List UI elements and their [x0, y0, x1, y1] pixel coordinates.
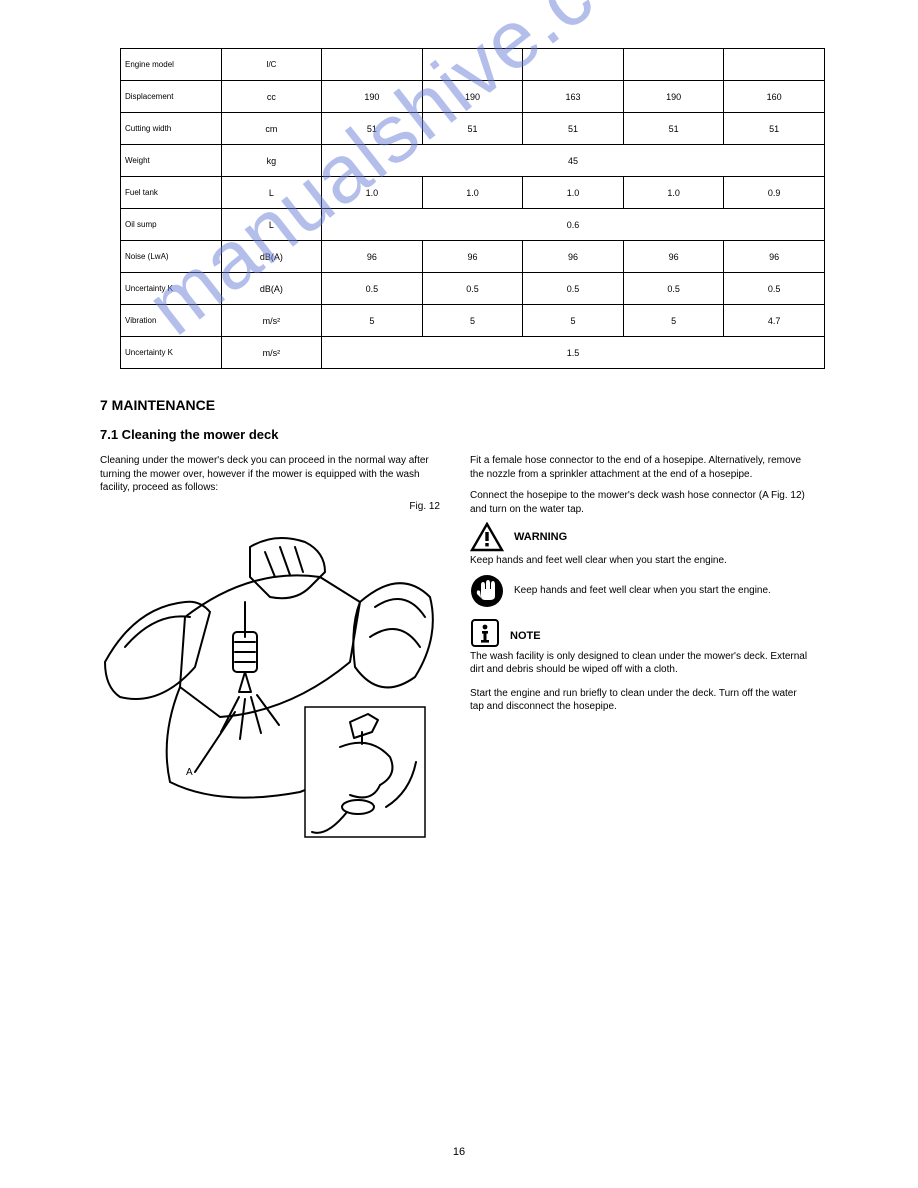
cell: 1.0 — [422, 177, 523, 209]
glove-row: Keep hands and feet well clear when you … — [470, 574, 810, 608]
cell: 5 — [322, 305, 423, 337]
cell: 1.0 — [623, 177, 724, 209]
cell: 5 — [523, 305, 624, 337]
cell: 4.7 — [724, 305, 825, 337]
step-2: Connect the hosepipe to the mower's deck… — [470, 489, 810, 516]
cell: L — [221, 177, 322, 209]
table-row: Weight kg 45 — [121, 145, 825, 177]
cell: 0.9 — [724, 177, 825, 209]
table-row: Engine model I/C — [121, 49, 825, 81]
mower-deck-illustration-icon — [100, 507, 440, 847]
cell — [523, 49, 624, 81]
cell: I/C — [221, 49, 322, 81]
cell: Engine model — [121, 49, 222, 81]
cell: 0.5 — [523, 273, 624, 305]
cell — [322, 49, 423, 81]
cell: 0.5 — [623, 273, 724, 305]
cell: 5 — [623, 305, 724, 337]
note-label: NOTE — [510, 629, 541, 644]
figure-tag: Fig. 12 — [409, 501, 440, 512]
cell: 1.5 — [322, 337, 825, 369]
step-3: Start the engine and run briefly to clea… — [470, 687, 810, 714]
table-row: Noise (LwA) dB(A) 96 96 96 96 96 — [121, 241, 825, 273]
cell: cc — [221, 81, 322, 113]
cell: Noise (LwA) — [121, 241, 222, 273]
cell: 0.5 — [322, 273, 423, 305]
page-number: 16 — [0, 1146, 918, 1158]
table-row: Vibration m/s² 5 5 5 5 4.7 — [121, 305, 825, 337]
cell: dB(A) — [221, 241, 322, 273]
cell: 0.5 — [724, 273, 825, 305]
spec-table-body: Engine model I/C Displacement cc 190 190… — [121, 49, 825, 369]
cell: 96 — [623, 241, 724, 273]
cell: 51 — [322, 113, 423, 145]
cell: 96 — [322, 241, 423, 273]
note-row: NOTE — [470, 618, 810, 648]
note-text: The wash facility is only designed to cl… — [470, 650, 810, 677]
cell: 1.0 — [322, 177, 423, 209]
cell: 160 — [724, 81, 825, 113]
glove-circle-icon — [470, 574, 504, 608]
cell: 0.5 — [422, 273, 523, 305]
step-1: Fit a female hose connector to the end o… — [470, 454, 810, 481]
cell — [623, 49, 724, 81]
warning-label: WARNING — [514, 530, 567, 545]
cell: 51 — [422, 113, 523, 145]
cell: 96 — [724, 241, 825, 273]
table-row: Uncertainty K dB(A) 0.5 0.5 0.5 0.5 0.5 — [121, 273, 825, 305]
cell: 163 — [523, 81, 624, 113]
cell: 51 — [623, 113, 724, 145]
cell: 190 — [422, 81, 523, 113]
info-box-icon — [470, 618, 500, 648]
table-row: Oil sump L 0.6 — [121, 209, 825, 241]
table-row: Displacement cc 190 190 163 190 160 — [121, 81, 825, 113]
cell: Uncertainty K — [121, 337, 222, 369]
cell: Vibration — [121, 305, 222, 337]
sub-heading: 7.1 Cleaning the mower deck — [100, 427, 828, 442]
cell: Oil sump — [121, 209, 222, 241]
figure-12: Fig. 12 — [100, 507, 440, 847]
cell: Fuel tank — [121, 177, 222, 209]
cell: Cutting width — [121, 113, 222, 145]
cell: 0.6 — [322, 209, 825, 241]
warning-triangle-icon — [470, 522, 504, 552]
callout-a: A — [186, 767, 193, 778]
cell: 5 — [422, 305, 523, 337]
cell: 45 — [322, 145, 825, 177]
cell — [724, 49, 825, 81]
cell: m/s² — [221, 337, 322, 369]
cell: 190 — [322, 81, 423, 113]
cell: 51 — [724, 113, 825, 145]
warning-row: WARNING — [470, 522, 810, 552]
cell: 1.0 — [523, 177, 624, 209]
cell: m/s² — [221, 305, 322, 337]
cell: Displacement — [121, 81, 222, 113]
cell: Uncertainty K — [121, 273, 222, 305]
right-column: Fit a female hose connector to the end o… — [470, 454, 810, 847]
warning-text: Keep hands and feet well clear when you … — [470, 554, 810, 568]
cell: L — [221, 209, 322, 241]
cell: 51 — [523, 113, 624, 145]
table-row: Fuel tank L 1.0 1.0 1.0 1.0 0.9 — [121, 177, 825, 209]
cell: cm — [221, 113, 322, 145]
glove-note: Keep hands and feet well clear when you … — [514, 584, 771, 598]
section-heading: 7 MAINTENANCE — [100, 397, 828, 413]
spec-table: Engine model I/C Displacement cc 190 190… — [120, 48, 825, 369]
cell: Weight — [121, 145, 222, 177]
cell: 96 — [523, 241, 624, 273]
cell — [422, 49, 523, 81]
cell: 96 — [422, 241, 523, 273]
cell: dB(A) — [221, 273, 322, 305]
cell: 190 — [623, 81, 724, 113]
table-row: Uncertainty K m/s² 1.5 — [121, 337, 825, 369]
left-column: Cleaning under the mower's deck you can … — [100, 454, 440, 847]
cell: kg — [221, 145, 322, 177]
table-row: Cutting width cm 51 51 51 51 51 — [121, 113, 825, 145]
intro-paragraph: Cleaning under the mower's deck you can … — [100, 454, 440, 495]
